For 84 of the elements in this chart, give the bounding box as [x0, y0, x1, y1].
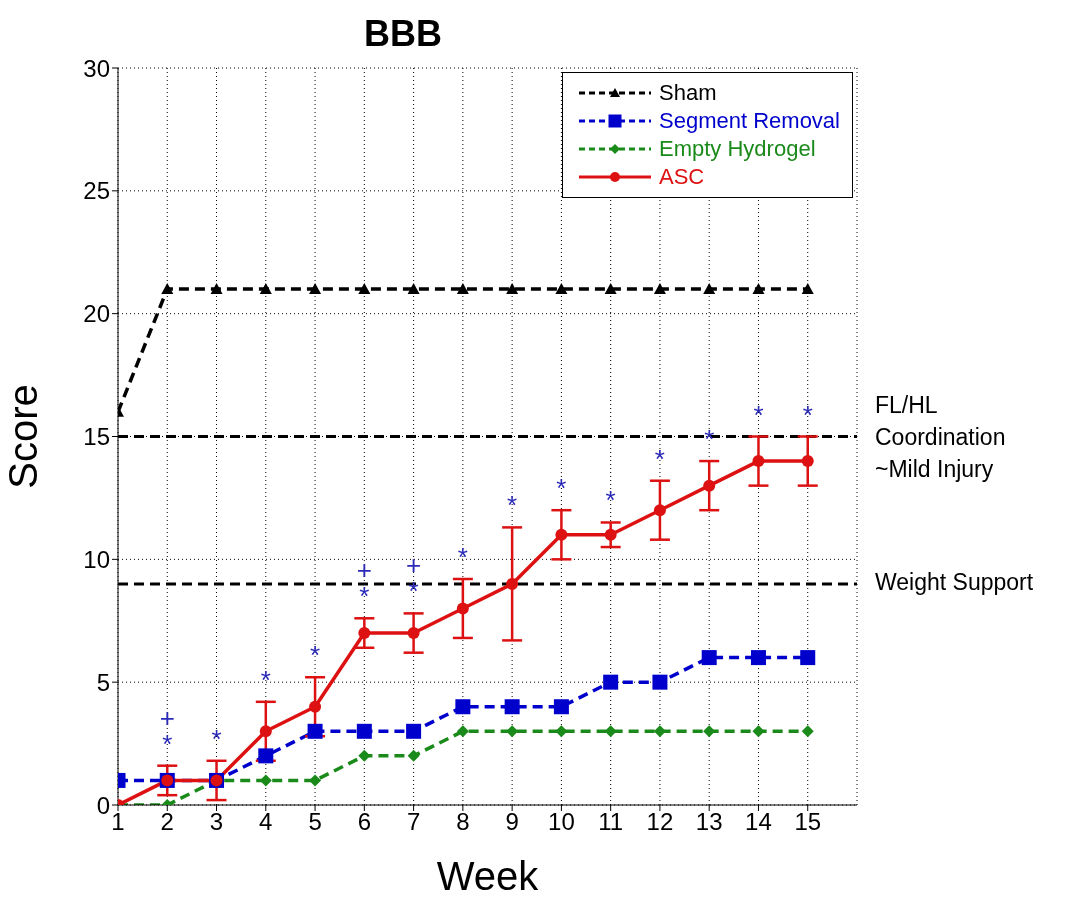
point — [407, 627, 420, 640]
x-tick-label: 13 — [695, 808, 723, 836]
point — [555, 283, 568, 294]
point — [309, 283, 322, 294]
point — [603, 674, 619, 690]
x-tick-label: 7 — [406, 808, 421, 836]
x-tick-label: 4 — [259, 808, 273, 836]
point — [407, 283, 420, 294]
point — [653, 504, 666, 517]
point — [210, 283, 223, 294]
chart-title: BBB — [364, 13, 442, 54]
x-tick-label: 3 — [209, 808, 224, 836]
x-tick-label: 11 — [598, 808, 624, 836]
y-tick-label: 0 — [96, 791, 110, 819]
x-tick-label: 6 — [357, 808, 372, 836]
annotation: * — [260, 664, 271, 695]
annotation: * — [457, 541, 468, 572]
y-tick-label: 30 — [83, 54, 110, 82]
point — [604, 528, 617, 541]
point — [801, 455, 814, 468]
legend-label: Sham — [659, 79, 717, 107]
point — [506, 283, 519, 294]
legend-label: Empty Hydrogel — [659, 135, 816, 163]
annotation: * — [753, 399, 764, 430]
x-tick-label: 14 — [745, 808, 772, 836]
point — [801, 283, 814, 294]
point — [701, 650, 717, 666]
point — [653, 725, 666, 738]
x-axis-title: Week — [436, 854, 540, 898]
x-tick-label: 5 — [308, 808, 322, 836]
point — [161, 283, 174, 294]
point — [800, 650, 816, 666]
y-tick-label: 15 — [83, 423, 110, 451]
y-tick-label: 20 — [83, 300, 110, 328]
annotation: * — [654, 443, 665, 474]
y-tick-label: 10 — [83, 545, 110, 573]
point — [604, 283, 617, 294]
legend-label: Segment Removal — [659, 107, 840, 135]
annotation: * — [556, 473, 567, 504]
point — [504, 699, 520, 715]
x-tick-label: 9 — [505, 808, 519, 836]
point — [553, 699, 569, 715]
ref-line-label: Weight Support — [875, 568, 1034, 595]
point — [309, 700, 322, 713]
point — [407, 749, 420, 762]
legend-label: ASC — [659, 163, 705, 191]
point — [455, 699, 471, 715]
point — [703, 479, 716, 492]
point — [456, 602, 469, 615]
point — [506, 577, 519, 590]
point — [358, 627, 371, 640]
point — [258, 748, 274, 764]
point — [752, 455, 765, 468]
y-axis-title: Score — [1, 384, 46, 489]
point — [356, 723, 372, 739]
point — [406, 723, 422, 739]
point — [259, 725, 272, 738]
point — [653, 283, 666, 294]
point — [801, 725, 814, 738]
annotation: * — [507, 490, 518, 521]
annotation: * — [802, 399, 813, 430]
y-tick-label: 25 — [83, 177, 110, 205]
point — [652, 674, 668, 690]
x-tick-label: 12 — [646, 808, 674, 836]
x-tick-label: 1 — [111, 808, 125, 836]
x-tick-label: 15 — [794, 808, 822, 836]
x-tick-label: 2 — [160, 808, 174, 836]
point — [309, 774, 322, 787]
point — [307, 723, 323, 739]
point — [358, 283, 371, 294]
point — [752, 283, 765, 294]
annotation: * — [605, 485, 616, 516]
annotation: * — [310, 640, 321, 671]
ref-line-label: FL/HL Coordination ~Mild Injury — [875, 391, 1006, 482]
point — [703, 283, 716, 294]
y-tick-label: 5 — [96, 668, 110, 696]
point — [750, 650, 766, 666]
point — [555, 528, 568, 541]
point — [259, 283, 272, 294]
point — [456, 283, 469, 294]
annotation: * — [211, 723, 222, 754]
x-tick-label: 8 — [456, 808, 470, 836]
point — [456, 725, 469, 738]
x-tick-label: 10 — [548, 808, 575, 836]
